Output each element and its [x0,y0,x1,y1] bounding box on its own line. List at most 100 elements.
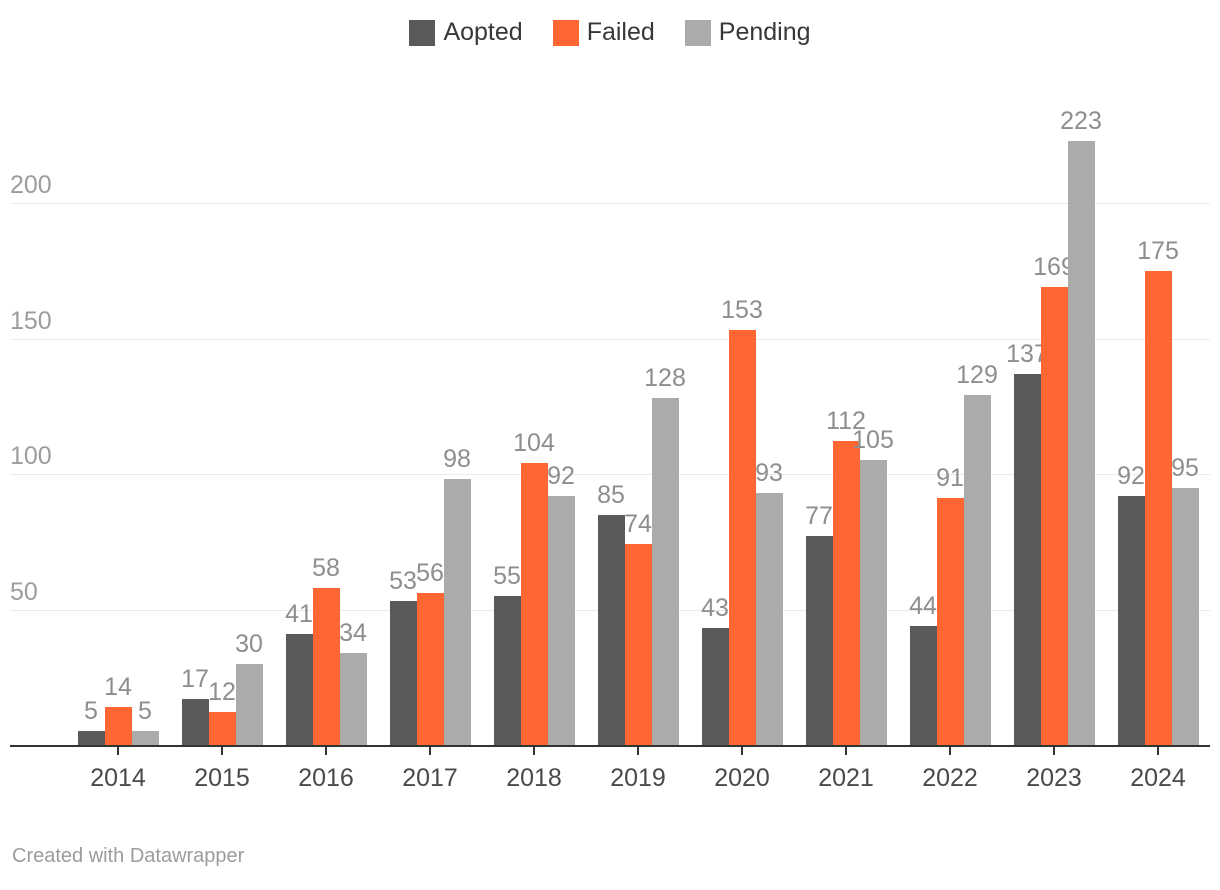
bar-pending-2024 [1171,487,1199,745]
value-label-aopted-2020: 43 [701,594,729,623]
gridline-150 [10,338,1210,340]
bar-aopted-2014 [77,731,105,745]
x-axis-tick-2023 [1053,747,1055,755]
x-axis-label-2023: 2023 [1026,764,1082,792]
bar-failed-2015 [208,712,236,745]
y-axis-tick-150: 150 [10,306,52,335]
value-label-aopted-2022: 44 [909,591,937,620]
legend-item-failed: Failed [552,18,655,47]
x-axis-label-2019: 2019 [610,764,666,792]
bar-aopted-2018 [493,595,521,745]
legend-swatch-pending [684,19,711,46]
value-label-failed-2022: 91 [936,464,964,493]
value-label-failed-2021: 112 [826,407,866,436]
value-label-failed-2019: 74 [624,510,652,539]
x-axis-label-2015: 2015 [194,764,250,792]
x-axis-tick-2018 [533,747,535,755]
bar-failed-2016 [312,587,340,745]
legend-label-failed: Failed [586,18,655,46]
x-axis-tick-2024 [1157,747,1159,755]
value-label-pending-2021: 105 [852,426,894,455]
value-label-aopted-2014: 5 [84,697,98,726]
legend-swatch-failed [552,19,579,46]
bar-failed-2021 [832,441,860,745]
bar-aopted-2016 [285,633,313,745]
value-label-pending-2018: 92 [547,461,575,490]
bar-failed-2024 [1144,270,1172,745]
value-label-aopted-2019: 85 [597,480,625,509]
x-axis-tick-2022 [949,747,951,755]
bar-aopted-2017 [389,601,417,745]
bar-pending-2017 [443,479,471,745]
gridline-100 [10,474,1210,475]
x-axis-label-2024: 2024 [1130,764,1186,792]
value-label-failed-2016: 58 [312,553,340,582]
x-axis-tick-2017 [429,747,431,755]
bar-failed-2019 [624,544,652,745]
bar-pending-2023 [1067,140,1095,745]
bar-aopted-2021 [805,536,833,745]
bar-aopted-2023 [1013,373,1041,745]
value-label-pending-2019: 128 [644,364,686,393]
value-label-failed-2018: 104 [513,429,555,458]
bar-failed-2020 [728,330,756,745]
legend-label-pending: Pending [718,18,811,46]
value-label-aopted-2017: 53 [389,567,417,596]
value-label-pending-2020: 93 [755,458,783,487]
value-label-aopted-2018: 55 [493,561,521,590]
value-label-aopted-2021: 77 [805,502,833,531]
x-axis-tick-2019 [637,747,639,755]
bar-aopted-2020 [701,628,729,745]
bar-failed-2023 [1040,287,1068,745]
value-label-pending-2024: 95 [1171,453,1199,482]
bar-aopted-2019 [597,514,625,745]
bar-pending-2016 [339,652,367,745]
x-axis-label-2021: 2021 [818,764,874,792]
value-label-failed-2015: 12 [208,678,236,707]
bar-failed-2022 [936,498,964,745]
bar-aopted-2015 [181,698,209,745]
value-label-aopted-2016: 41 [285,599,313,628]
x-axis-tick-2015 [221,747,223,755]
value-label-pending-2022: 129 [956,361,998,390]
x-axis-line [10,745,1210,747]
bar-failed-2014 [104,707,132,745]
y-axis-tick-100: 100 [10,442,52,470]
value-label-pending-2015: 30 [235,629,263,658]
legend: Aopted Failed Pending [0,18,1220,47]
x-axis-label-2016: 2016 [298,764,354,792]
value-label-aopted-2024: 92 [1117,461,1145,490]
legend-item-aopted: Aopted [409,18,523,47]
bar-pending-2020 [755,492,783,745]
gridline-200 [10,203,1210,204]
bar-failed-2018 [520,463,548,745]
bar-failed-2017 [416,593,444,745]
value-label-pending-2014: 5 [138,697,152,726]
bar-pending-2021 [859,460,887,745]
x-axis-tick-2016 [325,747,327,755]
legend-swatch-aopted [409,19,436,46]
x-axis-tick-2021 [845,747,847,755]
value-label-failed-2024: 175 [1137,236,1179,265]
value-label-failed-2017: 56 [416,559,444,588]
value-label-failed-2020: 153 [721,296,763,325]
x-axis-tick-2014 [117,747,119,755]
bar-pending-2022 [963,395,991,745]
value-label-pending-2017: 98 [443,445,471,474]
bar-pending-2018 [547,495,575,745]
x-axis-label-2018: 2018 [506,764,562,792]
legend-item-pending: Pending [684,18,811,47]
bar-pending-2015 [235,663,263,745]
datawrapper-credit-link[interactable]: Created with Datawrapper [12,845,245,867]
value-label-pending-2023: 223 [1060,106,1102,135]
y-axis-tick-200: 200 [10,171,52,199]
x-axis-label-2017: 2017 [402,764,458,792]
value-label-pending-2016: 34 [339,618,367,647]
bar-pending-2014 [131,731,159,745]
value-label-aopted-2015: 17 [181,664,209,693]
bar-pending-2019 [651,398,679,745]
x-axis-label-2014: 2014 [90,764,146,792]
x-axis-label-2022: 2022 [922,764,978,792]
